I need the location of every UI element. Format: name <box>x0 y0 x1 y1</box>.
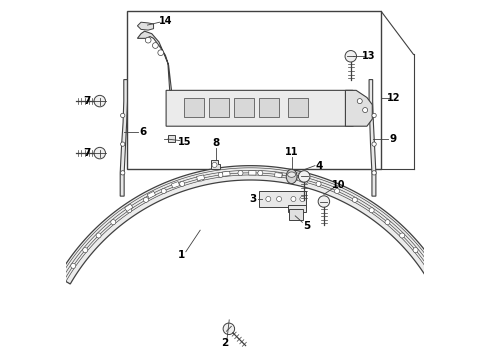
Text: 3: 3 <box>249 194 257 204</box>
Text: 6: 6 <box>139 127 147 136</box>
Polygon shape <box>137 22 153 30</box>
Bar <box>249 171 256 175</box>
Bar <box>288 98 308 117</box>
Circle shape <box>372 142 376 146</box>
Polygon shape <box>137 31 172 90</box>
Circle shape <box>223 323 235 334</box>
Circle shape <box>277 172 283 177</box>
Bar <box>196 175 204 181</box>
Ellipse shape <box>288 172 295 177</box>
Bar <box>124 204 133 211</box>
Circle shape <box>146 37 151 43</box>
Text: 12: 12 <box>388 93 401 103</box>
Circle shape <box>357 99 362 104</box>
Circle shape <box>276 197 282 202</box>
Circle shape <box>385 220 390 225</box>
Circle shape <box>400 233 405 238</box>
Circle shape <box>71 264 76 268</box>
Circle shape <box>144 197 148 202</box>
Circle shape <box>121 113 125 118</box>
Text: 10: 10 <box>332 180 346 190</box>
Circle shape <box>318 196 330 207</box>
Circle shape <box>335 189 340 194</box>
Bar <box>222 171 230 176</box>
Circle shape <box>158 50 164 55</box>
Circle shape <box>298 171 310 182</box>
Bar <box>126 12 381 169</box>
Bar <box>274 172 282 178</box>
Bar <box>147 191 156 198</box>
Circle shape <box>345 50 357 62</box>
Text: 1: 1 <box>177 250 185 260</box>
Text: 9: 9 <box>389 134 396 144</box>
Circle shape <box>413 248 418 253</box>
Circle shape <box>126 208 132 213</box>
Circle shape <box>180 181 185 186</box>
Circle shape <box>372 171 376 175</box>
Text: 7: 7 <box>83 96 90 106</box>
Circle shape <box>212 162 217 167</box>
Circle shape <box>161 189 166 194</box>
Bar <box>288 205 306 212</box>
Text: 5: 5 <box>303 221 310 231</box>
Bar <box>289 210 303 220</box>
Circle shape <box>363 108 368 113</box>
Polygon shape <box>166 90 367 126</box>
Bar <box>300 177 308 183</box>
Text: 2: 2 <box>221 338 228 348</box>
Circle shape <box>121 142 125 146</box>
Text: 7: 7 <box>83 148 90 158</box>
Circle shape <box>372 113 376 118</box>
Circle shape <box>111 220 116 225</box>
Polygon shape <box>211 160 220 169</box>
Circle shape <box>94 147 105 159</box>
Polygon shape <box>58 166 443 284</box>
Circle shape <box>94 95 105 107</box>
Circle shape <box>152 42 158 48</box>
Circle shape <box>297 176 302 181</box>
Bar <box>259 191 306 207</box>
Bar <box>209 98 229 117</box>
Circle shape <box>352 197 357 202</box>
Polygon shape <box>168 135 175 142</box>
Text: 8: 8 <box>212 139 219 148</box>
Text: 4: 4 <box>316 161 323 171</box>
Circle shape <box>83 248 88 253</box>
Polygon shape <box>369 80 376 196</box>
Text: 14: 14 <box>159 17 172 27</box>
Text: 15: 15 <box>178 137 192 147</box>
Circle shape <box>238 171 243 176</box>
Circle shape <box>266 197 271 202</box>
Circle shape <box>316 181 321 186</box>
Circle shape <box>369 208 374 213</box>
Bar <box>172 181 180 188</box>
Bar <box>259 98 279 117</box>
Text: 11: 11 <box>285 147 298 157</box>
Circle shape <box>258 171 263 176</box>
Circle shape <box>199 176 204 181</box>
Bar <box>184 98 204 117</box>
Bar <box>234 98 254 117</box>
Text: 13: 13 <box>362 51 375 61</box>
Polygon shape <box>345 90 372 126</box>
Circle shape <box>300 197 305 202</box>
Circle shape <box>96 233 101 238</box>
Circle shape <box>218 172 223 177</box>
Polygon shape <box>120 80 127 196</box>
Ellipse shape <box>286 169 297 184</box>
Circle shape <box>291 197 296 202</box>
Circle shape <box>121 171 125 175</box>
Circle shape <box>425 264 430 268</box>
